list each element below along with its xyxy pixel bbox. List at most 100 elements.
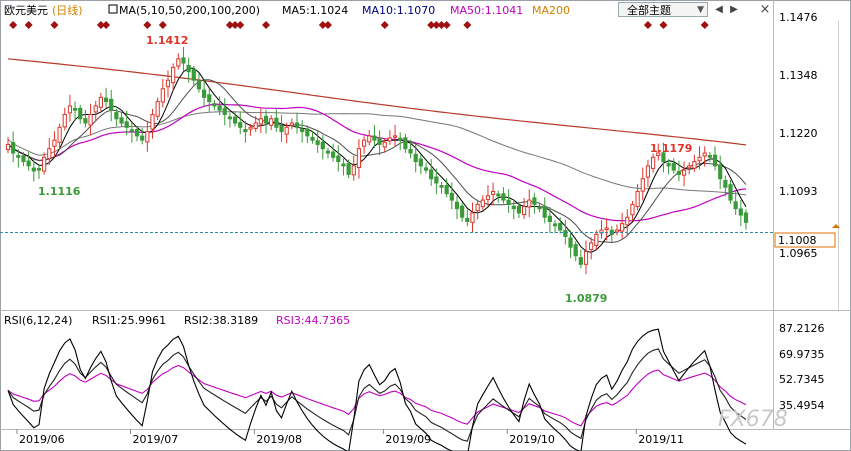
next-arrow-icon[interactable]: ▶	[730, 4, 738, 15]
candle-body	[57, 126, 62, 143]
candle-body	[361, 139, 367, 147]
rsi3-polyline	[7, 364, 747, 427]
candle-body	[134, 129, 140, 137]
theme-dropdown[interactable]: 全部主题 ▼	[618, 2, 708, 17]
rsi2-label: RSI2:38.3189	[184, 314, 258, 327]
candle-body	[516, 205, 522, 214]
ma-checkbox[interactable]	[108, 4, 118, 14]
candle-body	[5, 143, 11, 151]
candle-body	[93, 105, 98, 113]
candle-body	[630, 203, 635, 216]
candle-body	[521, 206, 527, 216]
candle-body	[346, 163, 351, 175]
candle-body	[356, 148, 362, 168]
candle-body	[604, 227, 609, 230]
candle-body	[196, 80, 202, 90]
event-diamond-icon	[463, 21, 472, 29]
candle-body	[140, 135, 145, 141]
candle-body	[532, 197, 537, 205]
rsi1-label: RSI1:25.9961	[92, 314, 166, 327]
candle-body	[625, 216, 630, 226]
ma5-polyline	[7, 67, 747, 253]
x-tick-label: 2019/06	[19, 433, 65, 446]
candle-body	[485, 195, 491, 200]
candle-body	[160, 88, 165, 103]
candle-body	[547, 215, 552, 223]
ma200-line	[7, 58, 747, 146]
period-label: (日线)	[52, 3, 83, 17]
candle-body	[238, 122, 243, 128]
candle-body	[563, 230, 568, 237]
rsi2-line	[7, 348, 747, 442]
candle-body	[263, 115, 269, 124]
candle-body	[491, 191, 496, 195]
candle-body	[449, 192, 454, 201]
candle-body	[434, 176, 439, 184]
candle-body	[341, 163, 346, 167]
candle-body	[21, 155, 26, 163]
candle-body	[687, 165, 692, 169]
current-price-marker-icon	[832, 224, 840, 228]
candle-body	[614, 229, 620, 233]
candle-body	[671, 162, 676, 171]
candle-body	[62, 113, 67, 128]
candle-body	[568, 237, 573, 248]
candle-body	[418, 158, 423, 167]
candle-body	[155, 101, 160, 117]
candle-body	[11, 142, 16, 154]
candle-body	[336, 155, 341, 163]
candle-body	[351, 165, 356, 176]
candle-body	[723, 179, 728, 188]
candle-body	[697, 156, 702, 162]
event-diamond-icon	[442, 21, 451, 29]
candles	[5, 47, 749, 275]
candle-body	[26, 160, 31, 167]
prev-arrow-icon[interactable]: ◀	[715, 4, 723, 15]
candle-body	[594, 233, 599, 246]
rsi-tick-3: 52.7345	[779, 373, 825, 386]
candle-body	[408, 149, 413, 154]
candle-body	[480, 199, 485, 208]
rsi-tick-4: 35.4954	[779, 399, 825, 412]
ma10-line	[7, 79, 747, 244]
candle-body	[191, 68, 196, 81]
candle-body	[511, 205, 516, 210]
event-diamond-icon	[323, 21, 332, 29]
candle-body	[88, 113, 93, 126]
ma50-polyline	[7, 103, 747, 222]
event-diamond-icon	[143, 21, 152, 29]
candle-body	[651, 156, 656, 169]
candle-body	[52, 139, 57, 147]
candle-body	[181, 57, 186, 64]
candle-body	[681, 169, 687, 176]
candle-body	[331, 151, 336, 158]
candle-body	[289, 122, 294, 126]
candle-body	[279, 125, 284, 133]
chevron-down-icon: ▼	[697, 5, 704, 15]
candle-body	[253, 122, 258, 129]
candle-body	[207, 94, 212, 103]
ma100-line	[7, 111, 747, 196]
candle-body	[294, 122, 300, 128]
current-price-label: 1.1008	[778, 234, 817, 247]
candle-body	[558, 223, 563, 231]
candle-body	[217, 105, 222, 111]
rsi3-label: RSI3:44.7365	[276, 314, 350, 327]
candle-body	[129, 129, 134, 133]
event-markers	[9, 21, 709, 29]
annotation-high-1: 1.1412	[146, 34, 188, 47]
candle-body	[42, 156, 47, 172]
ma200-polyline	[7, 58, 747, 146]
annotation-high-2: 1.1179	[650, 142, 692, 155]
candle-body	[398, 137, 403, 141]
ma50-label: MA50:1.1041	[450, 4, 523, 17]
candle-body	[429, 169, 434, 180]
candle-body	[98, 96, 103, 108]
candle-body	[583, 250, 589, 265]
candle-body	[16, 155, 21, 158]
candle-body	[150, 113, 155, 130]
close-icon[interactable]: ×	[759, 2, 771, 17]
x-axis: 2019/06 2019/07 2019/08 2019/09 2019/10 2019/…	[16, 429, 684, 446]
event-diamond-icon	[262, 21, 271, 29]
candle-body	[67, 105, 73, 114]
